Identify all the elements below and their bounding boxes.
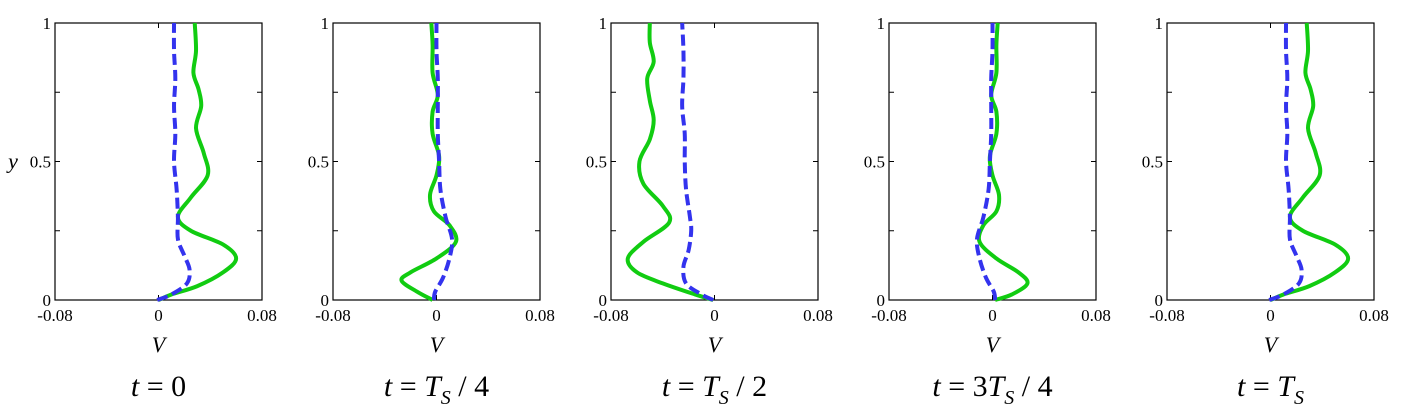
y-tick-label: 0 [321,291,330,310]
y-tick-label: 0.5 [1142,153,1163,172]
x-tick-label: 0.08 [247,306,277,325]
y-tick-label: 0.5 [30,153,51,172]
y-tick-label: 0 [1155,291,1164,310]
x-axis-label: V [986,332,1002,357]
series-line-solid [625,22,714,302]
x-tick-label: -0.08 [37,306,72,325]
caption-tail: / 4 [451,370,489,403]
caption-equals: = [1245,370,1277,403]
panel-caption: t = TS / 4 [384,370,489,406]
x-tick-label: -0.08 [315,306,350,325]
series-line-dashed [431,22,455,301]
caption-t: t [1237,370,1246,403]
x-axis-label: V [708,332,724,357]
panel-caption: t = TS / 2 [662,370,767,406]
y-tick-label: 1 [321,14,330,33]
y-axis-label: y [6,149,18,174]
panel-caption: t = 3TS / 4 [932,370,1052,406]
x-tick-label: 0 [1266,306,1275,325]
caption-T: T [702,370,721,403]
y-tick-label: 0.5 [586,153,607,172]
caption-value: 0 [171,370,186,403]
caption-tail: / 2 [729,370,767,403]
x-tick-label: 0.08 [1359,306,1389,325]
x-tick-label: 0.08 [1081,306,1111,325]
caption-t: t [932,370,941,403]
series-line-dashed [1268,22,1304,302]
series-line-solid [1269,22,1351,302]
panel-caption: t = TS [1237,370,1304,406]
panel-caption: t = 0 [131,370,186,403]
y-tick-label: 0.5 [864,153,885,172]
x-axis-label: V [1264,332,1280,357]
caption-tail: / 4 [1014,370,1052,403]
caption-subscript: S [1294,387,1304,406]
caption-t: t [131,370,140,403]
x-tick-label: 0.08 [803,306,833,325]
x-tick-label: 0 [154,306,163,325]
series-line-dashed [156,22,192,302]
x-tick-label: 0.08 [525,306,555,325]
x-tick-label: 0 [988,306,997,325]
y-tick-label: 0 [43,291,52,310]
y-tick-label: 0 [599,291,608,310]
caption-equals: = [139,370,171,403]
y-tick-label: 0 [877,291,886,310]
caption-subscript: S [1004,387,1014,406]
caption-equals: = 3 [941,370,988,403]
caption-T: T [988,370,1007,403]
plot-frame [610,22,819,301]
caption-T: T [1277,370,1296,403]
x-tick-label: -0.08 [593,306,628,325]
x-tick-label: 0 [710,306,719,325]
y-tick-label: 1 [1155,14,1164,33]
y-tick-label: 1 [599,14,608,33]
series-line-dashed [680,22,715,302]
plot-frame [1166,22,1375,301]
x-axis-label: V [430,332,446,357]
y-tick-label: 1 [43,14,52,33]
caption-t: t [384,370,393,403]
series-line-solid [157,22,239,302]
y-tick-label: 1 [877,14,886,33]
plot-frame [332,22,541,301]
plot-frame [54,22,263,301]
x-tick-label: 0 [432,306,441,325]
x-tick-label: -0.08 [1149,306,1184,325]
caption-equals: = [392,370,424,403]
caption-T: T [424,370,443,403]
x-tick-label: -0.08 [871,306,906,325]
caption-subscript: S [441,387,451,406]
x-axis-label: V [152,332,168,357]
y-tick-label: 0.5 [308,153,329,172]
series-line-dashed [974,22,998,301]
caption-equals: = [670,370,702,403]
caption-subscript: S [719,387,729,406]
caption-t: t [662,370,671,403]
